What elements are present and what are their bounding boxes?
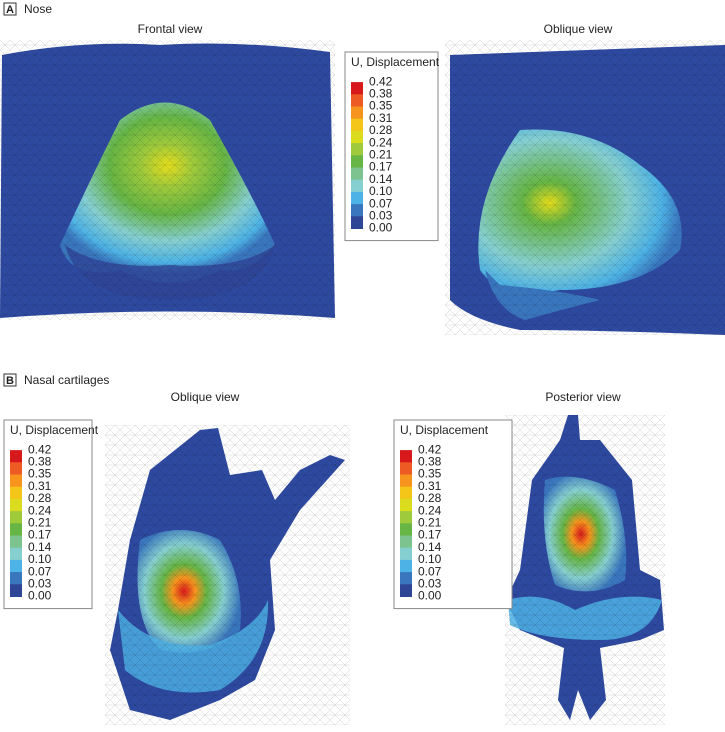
legend-title: U, Displacement bbox=[400, 423, 489, 437]
view-title: Oblique view bbox=[544, 22, 613, 36]
legend-label: 0.17 bbox=[418, 528, 442, 542]
legend-swatch bbox=[10, 486, 22, 500]
legend-label: 0.10 bbox=[369, 184, 393, 198]
legend-swatch bbox=[10, 462, 22, 475]
legend-swatch bbox=[10, 559, 22, 573]
legend-swatch bbox=[10, 572, 22, 585]
legend-swatch bbox=[400, 535, 412, 549]
legend-label: 0.10 bbox=[28, 552, 52, 566]
legend-title: U, Displacement bbox=[351, 55, 440, 69]
legend-label: 0.00 bbox=[28, 589, 52, 603]
legend-swatch bbox=[10, 547, 22, 561]
legend-swatch bbox=[351, 216, 363, 229]
legend-swatch bbox=[400, 559, 412, 573]
legend-label: 0.38 bbox=[28, 454, 52, 468]
legend-label: 0.42 bbox=[418, 442, 442, 456]
legend-swatch bbox=[351, 204, 363, 217]
legend-label: 0.28 bbox=[28, 491, 52, 505]
legend-label: 0.21 bbox=[28, 515, 52, 529]
legend-label: 0.24 bbox=[28, 503, 52, 517]
legend-label: 0.21 bbox=[418, 515, 442, 529]
legend-label: 0.14 bbox=[369, 172, 393, 186]
legend-swatch bbox=[400, 584, 412, 597]
legend-label: 0.28 bbox=[369, 123, 393, 137]
view-title: Oblique view bbox=[171, 390, 240, 404]
legend-label: 0.07 bbox=[369, 196, 393, 210]
legend: U, Displacement0.420.380.350.310.280.240… bbox=[393, 419, 513, 610]
legend-frame bbox=[393, 419, 513, 610]
legend-label: 0.38 bbox=[418, 454, 442, 468]
legend-label: 0.35 bbox=[28, 467, 52, 481]
legend-swatch bbox=[10, 450, 22, 463]
legend-swatch bbox=[400, 572, 412, 585]
legend-title: U, Displacement bbox=[10, 423, 99, 437]
legend-label: 0.17 bbox=[369, 160, 393, 174]
view-title: Frontal view bbox=[138, 22, 203, 36]
legend-label: 0.03 bbox=[418, 576, 442, 590]
legend-swatch bbox=[351, 179, 363, 193]
legend-swatch bbox=[400, 511, 412, 524]
legend-swatch bbox=[400, 486, 412, 500]
legend-label: 0.00 bbox=[418, 589, 442, 603]
legend-swatch bbox=[351, 106, 363, 120]
panel-label-box bbox=[3, 2, 17, 16]
legend-label: 0.03 bbox=[28, 576, 52, 590]
legend: U, Displacement0.420.380.350.310.280.240… bbox=[344, 51, 440, 242]
legend-swatch bbox=[400, 450, 412, 463]
nose-frontal-render bbox=[0, 40, 335, 320]
legend-label: 0.21 bbox=[369, 147, 393, 161]
legend-label: 0.28 bbox=[418, 491, 442, 505]
legend-swatch bbox=[400, 462, 412, 475]
legend-swatch bbox=[10, 474, 22, 488]
legend-label: 0.35 bbox=[369, 99, 393, 113]
legend-label: 0.10 bbox=[418, 552, 442, 566]
legend-label: 0.14 bbox=[418, 540, 442, 554]
legend-swatch bbox=[10, 498, 22, 512]
legend-swatch bbox=[400, 523, 412, 536]
legend-label: 0.24 bbox=[369, 135, 393, 149]
legend-label: 0.24 bbox=[418, 503, 442, 517]
panel-label: A bbox=[6, 4, 14, 16]
legend-swatch bbox=[351, 191, 363, 205]
legend-swatch bbox=[400, 474, 412, 488]
cartilage-oblique-render bbox=[105, 425, 350, 725]
legend-swatch bbox=[351, 167, 363, 181]
cartilage-posterior-render bbox=[505, 415, 665, 725]
panel-label-box bbox=[3, 373, 17, 387]
legend-label: 0.42 bbox=[369, 74, 393, 88]
legend-label: 0.14 bbox=[28, 540, 52, 554]
legend-label: 0.38 bbox=[369, 86, 393, 100]
view-title: Posterior view bbox=[545, 390, 621, 404]
legend: U, Displacement0.420.380.350.310.280.240… bbox=[3, 419, 99, 610]
legend-swatch bbox=[400, 547, 412, 561]
legend-swatch bbox=[10, 535, 22, 549]
panel-title: Nose bbox=[24, 2, 52, 16]
legend-swatch bbox=[351, 82, 363, 95]
legend-label: 0.00 bbox=[369, 221, 393, 235]
panel-label: B bbox=[6, 375, 14, 387]
legend-swatch bbox=[351, 143, 363, 156]
legend-swatch bbox=[10, 523, 22, 536]
legend-swatch bbox=[351, 118, 363, 132]
panel-title: Nasal cartilages bbox=[24, 373, 109, 387]
legend-swatch bbox=[351, 94, 363, 107]
legend-swatch bbox=[351, 155, 363, 168]
legend-label: 0.42 bbox=[28, 442, 52, 456]
legend-swatch bbox=[351, 130, 363, 144]
legend-label: 0.31 bbox=[418, 479, 442, 493]
nose-oblique-render bbox=[445, 40, 725, 335]
legend-label: 0.31 bbox=[369, 111, 393, 125]
legend-swatch bbox=[10, 511, 22, 524]
legend-label: 0.03 bbox=[369, 208, 393, 222]
legend-label: 0.07 bbox=[418, 564, 442, 578]
legend-label: 0.31 bbox=[28, 479, 52, 493]
legend-swatch bbox=[400, 498, 412, 512]
legend-label: 0.17 bbox=[28, 528, 52, 542]
legend-swatch bbox=[10, 584, 22, 597]
legend-label: 0.07 bbox=[28, 564, 52, 578]
legend-label: 0.35 bbox=[418, 467, 442, 481]
